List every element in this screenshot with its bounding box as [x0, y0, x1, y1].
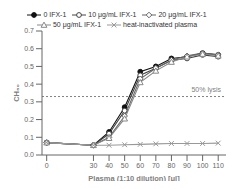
- html-text:heat-inactivated plasma: heat-inactivated plasma: [123, 21, 197, 28]
- svg-text:Plasma (1:10 dilution) [μl]: Plasma (1:10 dilution) [μl]: [88, 174, 180, 181]
- svg-text:100: 100: [197, 162, 209, 169]
- svg-text:50: 50: [121, 162, 129, 169]
- svg-text:40: 40: [105, 162, 113, 169]
- svg-text:CH₅₀: CH₅₀: [12, 84, 21, 102]
- svg-text:0.5: 0.5: [24, 63, 34, 70]
- svg-text:70: 70: [152, 162, 160, 169]
- svg-text:0.4: 0.4: [24, 81, 34, 88]
- svg-text:90: 90: [183, 162, 191, 169]
- svg-text:60: 60: [136, 162, 144, 169]
- svg-text:110: 110: [213, 162, 224, 169]
- svg-text:50% lysis: 50% lysis: [191, 86, 221, 94]
- html-text:0 IFX-1: 0 IFX-1: [43, 11, 67, 18]
- svg-text:0.2: 0.2: [24, 116, 34, 123]
- html-text:20 μg/mL IFX-1: 20 μg/mL IFX-1: [158, 11, 207, 18]
- svg-text:0.0: 0.0: [24, 151, 34, 158]
- html-text:10 μg/mL IFX-1: 10 μg/mL IFX-1: [88, 11, 137, 18]
- svg-text:0: 0: [45, 162, 49, 169]
- svg-text:0.7: 0.7: [24, 27, 34, 34]
- svg-text:30: 30: [90, 162, 98, 169]
- svg-text:80: 80: [168, 162, 176, 169]
- svg-text:0.3: 0.3: [24, 98, 34, 105]
- svg-text:0.1: 0.1: [24, 134, 34, 141]
- html-text:50 μg/mL IFX-1: 50 μg/mL IFX-1: [53, 21, 102, 28]
- svg-text:0.6: 0.6: [24, 45, 34, 52]
